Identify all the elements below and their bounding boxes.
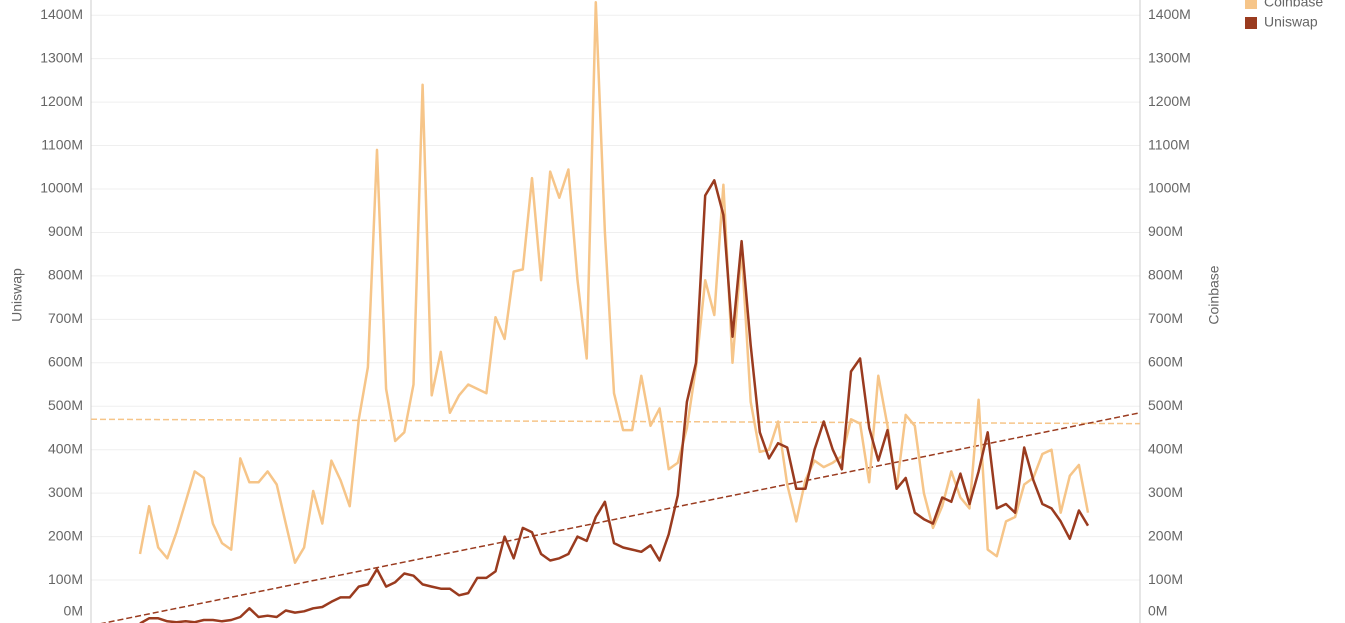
y-tick-label: 100M <box>48 571 83 587</box>
y-tick-label: 1400M <box>40 6 83 22</box>
y2-tick-label: 800M <box>1148 267 1183 283</box>
legend-swatch <box>1245 17 1257 29</box>
y2-tick-label: 300M <box>1148 484 1183 500</box>
y-tick-label: 1200M <box>40 93 83 109</box>
y2-tick-label: 600M <box>1148 354 1183 370</box>
y-tick-label: 1300M <box>40 49 83 65</box>
y-tick-label: 1100M <box>41 136 83 152</box>
legend-label: Coinbase <box>1264 0 1323 10</box>
y-tick-label: 1000M <box>40 180 83 196</box>
y2-tick-label: 900M <box>1148 223 1183 239</box>
y-tick-label: 800M <box>48 267 83 283</box>
y2-tick-label: 1200M <box>1148 93 1191 109</box>
y-tick-label: 400M <box>48 440 83 456</box>
y2-tick-label: 400M <box>1148 440 1183 456</box>
series-line <box>138 0 1090 564</box>
y-axis-title: Uniswap <box>9 268 25 322</box>
trend-line <box>91 418 1140 425</box>
y-tick-label: 600M <box>48 354 83 370</box>
y2-tick-label: 700M <box>1148 310 1183 326</box>
y2-tick-label: 200M <box>1148 527 1183 543</box>
y2-tick-label: 1000M <box>1148 180 1191 196</box>
y-tick-label: 700M <box>48 310 83 326</box>
series-line <box>139 179 1090 623</box>
y2-axis-title: Coinbase <box>1206 265 1222 324</box>
y2-tick-label: 500M <box>1148 397 1183 413</box>
y-tick-label: 900M <box>48 223 83 239</box>
y-tick-label: 500M <box>48 397 83 413</box>
trend-line <box>100 412 1140 623</box>
y2-tick-label: 1300M <box>1148 49 1191 65</box>
y2-tick-label: 100M <box>1148 571 1183 587</box>
legend-swatch <box>1245 0 1257 9</box>
y2-tick-label: 1400M <box>1148 6 1191 22</box>
y2-tick-label: 0M <box>1148 603 1167 619</box>
y2-tick-label: 1100M <box>1148 136 1190 152</box>
y-tick-label: 200M <box>48 527 83 543</box>
legend-label: Uniswap <box>1264 14 1318 30</box>
y-tick-label: 300M <box>48 484 83 500</box>
y-tick-label: 0M <box>64 603 83 619</box>
plot-area <box>91 0 1140 623</box>
